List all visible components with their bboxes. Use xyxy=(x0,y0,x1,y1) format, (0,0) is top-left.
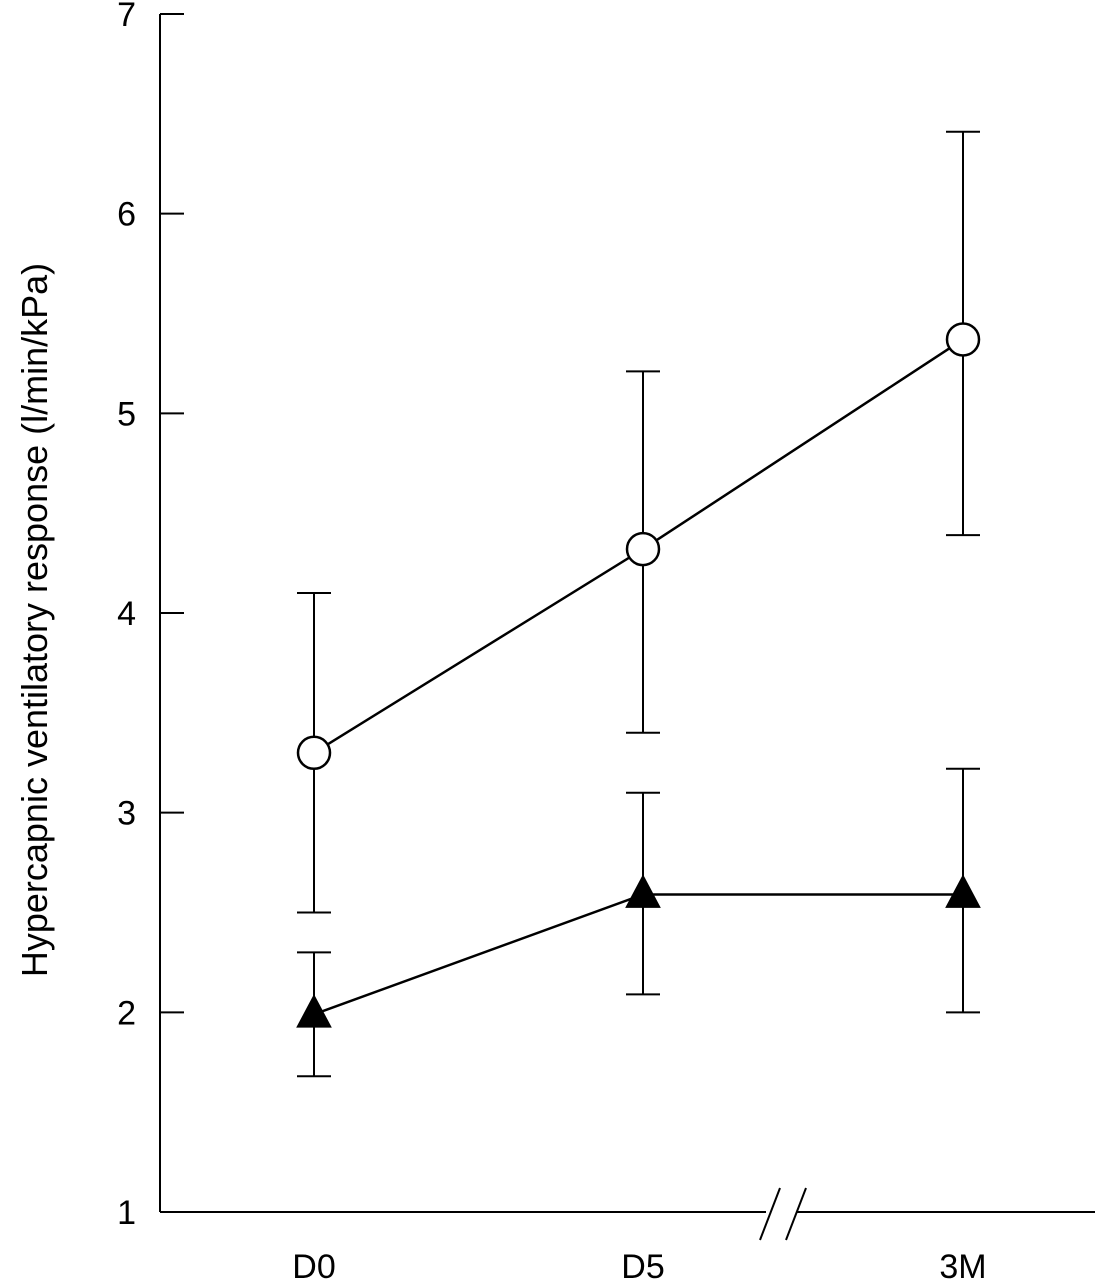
series-layer xyxy=(296,130,981,1078)
y-tick-label: 5 xyxy=(117,395,136,433)
x-category-labels: D0 D5 3M xyxy=(292,1248,986,1280)
data-point-circle xyxy=(625,531,661,567)
axis-break-mark xyxy=(759,1187,781,1241)
axis-break-mark xyxy=(785,1187,807,1241)
data-point-triangle xyxy=(625,874,661,908)
data-point-triangle xyxy=(945,874,981,908)
series-line xyxy=(313,893,963,1016)
x-category-label: D0 xyxy=(292,1248,335,1280)
y-tick-label: 2 xyxy=(117,994,136,1032)
data-point-triangle xyxy=(296,994,332,1028)
y-tick-label: 4 xyxy=(117,595,136,633)
y-tick-label: 3 xyxy=(117,795,136,833)
data-point-circle xyxy=(296,735,332,771)
y-tick-label: 7 xyxy=(117,0,136,34)
y-tick-label: 1 xyxy=(117,1194,136,1232)
data-point-circle xyxy=(945,322,981,357)
axes xyxy=(159,13,1095,1241)
x-category-label: 3M xyxy=(939,1248,986,1280)
series-1 xyxy=(296,767,981,1078)
y-tick-labels: 1 2 3 4 5 6 7 xyxy=(117,0,136,1232)
series-0 xyxy=(296,130,981,914)
y-axis-label: Hypercapnic ventilatory response (l/min/… xyxy=(14,263,55,977)
y-tick-label: 6 xyxy=(117,196,136,234)
x-category-label: D5 xyxy=(621,1248,664,1280)
